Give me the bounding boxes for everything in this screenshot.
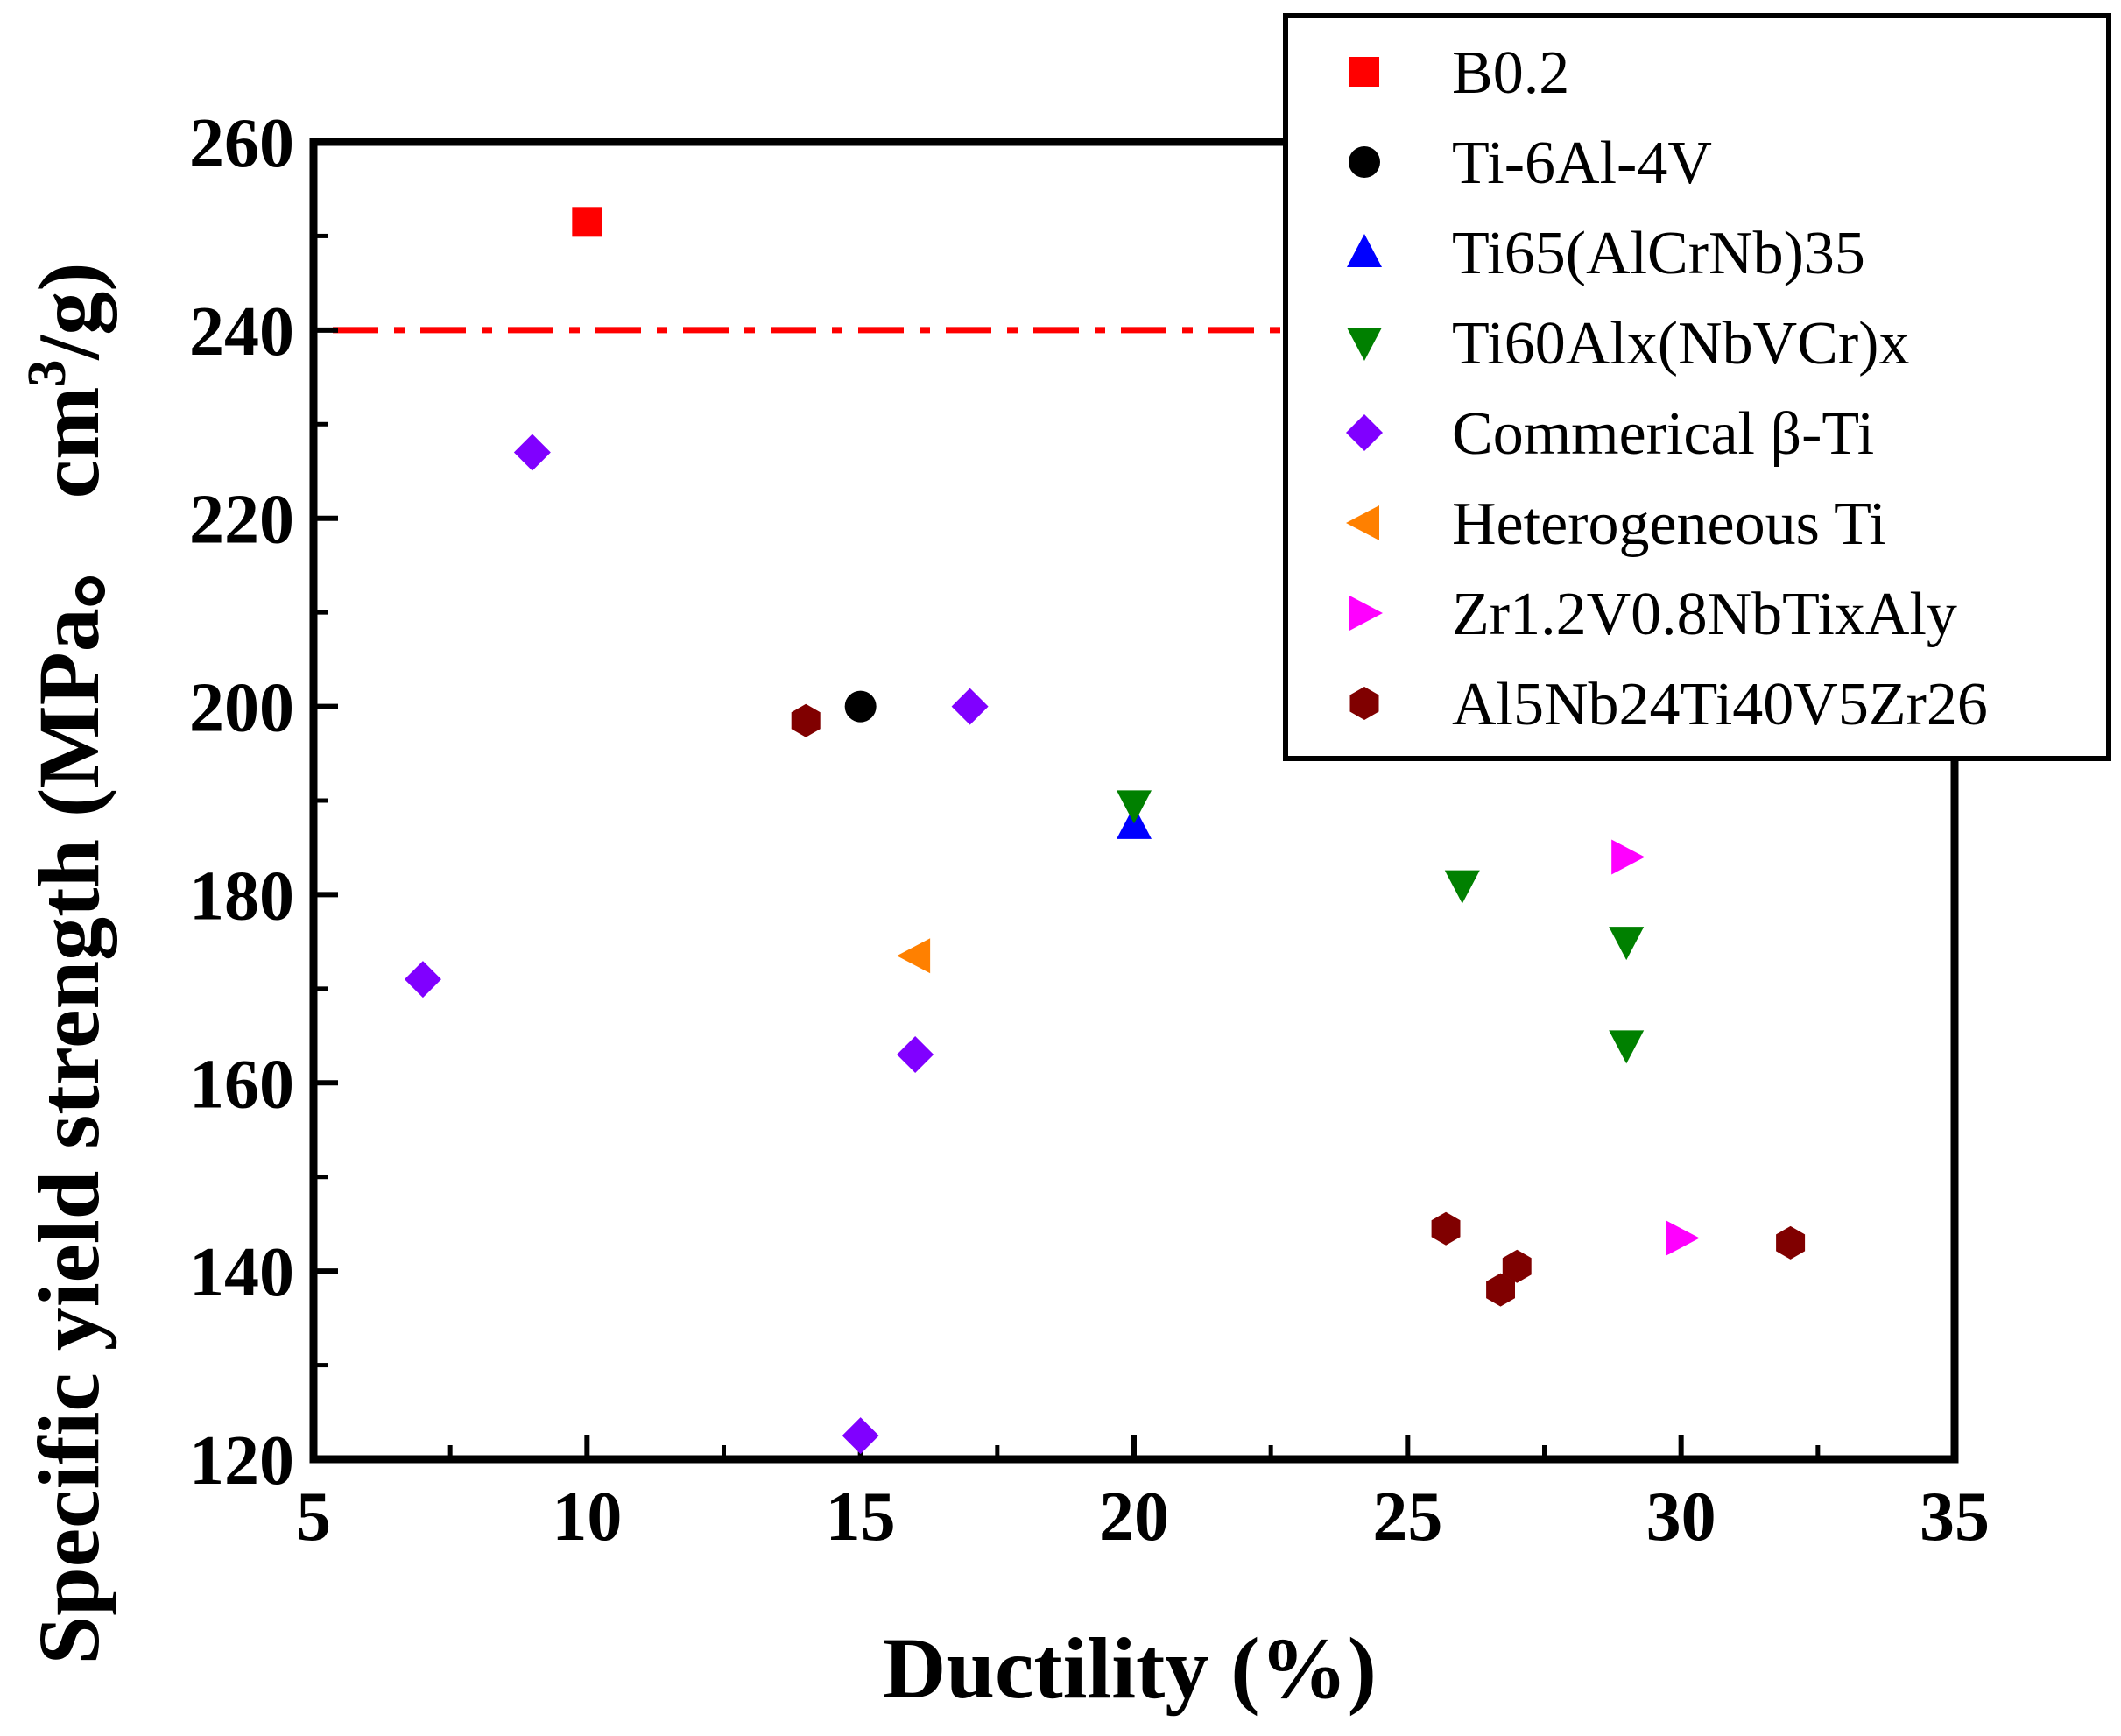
y-axis-title-main: Specific yield strength (MPa。 cm bbox=[20, 387, 117, 1665]
x-axis-title-text: Ductility (%) bbox=[883, 1620, 1377, 1717]
legend-label: Ti-6Al-4V bbox=[1452, 130, 1712, 197]
data-point bbox=[513, 434, 551, 471]
data-point bbox=[791, 703, 821, 737]
y-tick-label: 180 bbox=[189, 857, 294, 935]
data-point bbox=[1666, 1220, 1700, 1256]
legend: B0.2 Ti-6Al-4V Ti65(AlCrNb)35 Ti60Alx(NbVCr… bbox=[1283, 13, 2111, 761]
data-point bbox=[1609, 927, 1645, 961]
legend-marker bbox=[1347, 328, 1382, 361]
y-axis-title-tail: /g) bbox=[20, 262, 117, 360]
y-tick-label: 240 bbox=[189, 293, 294, 370]
legend-label: Ti65(AlCrNb)35 bbox=[1452, 220, 1865, 287]
legend-marker bbox=[1349, 687, 1379, 720]
data-point bbox=[572, 207, 602, 237]
y-tick-label: 140 bbox=[189, 1234, 294, 1311]
legend-marker bbox=[1346, 505, 1379, 540]
y-axis-title: Specific yield strength (MPa。 cm3/g) bbox=[18, 262, 117, 1664]
y-tick-label: 260 bbox=[189, 105, 294, 182]
data-point bbox=[1502, 1249, 1532, 1283]
data-point bbox=[404, 961, 441, 999]
legend-label: B0.2 bbox=[1452, 39, 1569, 107]
data-point bbox=[897, 938, 931, 974]
data-point bbox=[1486, 1273, 1515, 1307]
legend-label: Ti60Alx(NbVCr)x bbox=[1452, 310, 1909, 378]
y-tick-label: 160 bbox=[189, 1046, 294, 1123]
data-point bbox=[897, 1036, 934, 1074]
x-tick-label: 5 bbox=[296, 1478, 331, 1556]
x-tick-label: 10 bbox=[552, 1478, 622, 1556]
svg-text:Specific yield strength (MPa。: Specific yield strength (MPa。 cm3/g) bbox=[18, 262, 117, 1664]
legend-label: Zr1.2V0.8NbTixAly bbox=[1452, 581, 1957, 648]
y-tick-label: 200 bbox=[189, 670, 294, 747]
y-tick-label: 220 bbox=[189, 482, 294, 559]
legend-marker bbox=[1349, 596, 1383, 631]
x-tick-label: 25 bbox=[1372, 1478, 1442, 1556]
data-point bbox=[951, 688, 989, 725]
y-tick-label: 120 bbox=[189, 1422, 294, 1500]
legend-label: Heterogeneous Ti bbox=[1452, 490, 1886, 558]
legend-marker bbox=[1349, 146, 1380, 178]
data-point bbox=[1611, 839, 1645, 875]
legend-label: Al5Nb24Ti40V5Zr26 bbox=[1452, 671, 1988, 738]
x-tick-label: 20 bbox=[1099, 1478, 1169, 1556]
data-point bbox=[842, 1417, 879, 1455]
data-point bbox=[1609, 1030, 1645, 1064]
legend-label: Commerical β-Ti bbox=[1452, 400, 1874, 468]
data-point bbox=[844, 690, 877, 723]
x-axis-title: Ductility (%) bbox=[883, 1620, 1377, 1717]
x-tick-label: 30 bbox=[1646, 1478, 1716, 1556]
plot-area: 5 10 15 20 25 30 35 120 140 160 180 200 220 240 260 bbox=[189, 105, 1990, 1556]
legend-marker bbox=[1349, 57, 1379, 87]
data-point bbox=[1444, 870, 1480, 904]
data-point bbox=[1117, 790, 1152, 824]
legend-box bbox=[1283, 13, 2111, 761]
data-point bbox=[1776, 1225, 1806, 1260]
legend-marker bbox=[1347, 234, 1382, 267]
x-tick-label: 35 bbox=[1920, 1478, 1990, 1556]
x-tick-label: 15 bbox=[826, 1478, 896, 1556]
legend-marker bbox=[1346, 414, 1383, 451]
y-axis-title-sup: 3 bbox=[18, 360, 77, 387]
data-point bbox=[1431, 1211, 1461, 1246]
